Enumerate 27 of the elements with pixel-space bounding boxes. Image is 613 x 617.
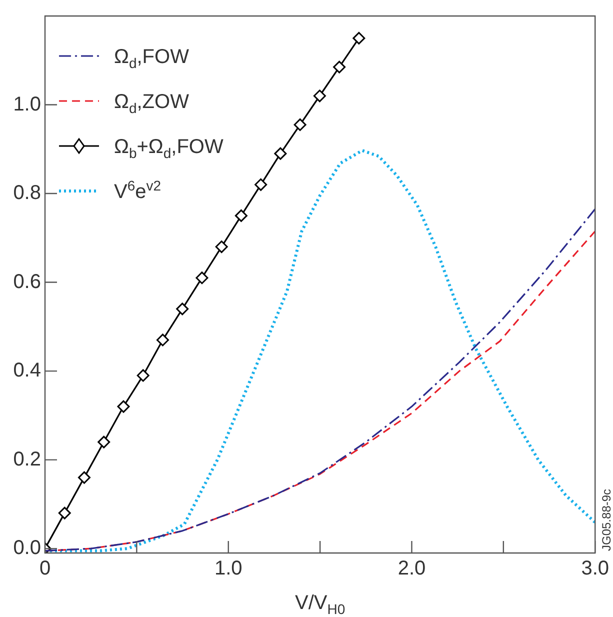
y-tick-label: 0.4 [13,360,41,382]
point [196,272,208,284]
y-tick-label: 0.8 [13,182,41,204]
y-tick-label: 1.0 [13,93,41,116]
point [313,90,326,102]
y-tick-label: 0.6 [13,270,41,293]
point [352,32,366,44]
point [156,334,169,346]
point [98,436,110,448]
point [117,400,130,413]
point [58,506,71,520]
point [176,302,189,316]
y-tick-label: 0.0 [13,537,41,560]
point [234,209,248,222]
point [78,471,90,484]
point [136,369,150,382]
x-tick-label: 1.0 [214,558,242,580]
point [274,147,287,160]
x-tick-label: 2.0 [398,558,426,580]
y-tick-label: 0.2 [13,448,41,470]
text: JG05.88-9c [599,488,613,551]
point [254,178,268,191]
x-tick-label: 3.0 [581,558,610,580]
point [215,240,228,254]
point [294,118,306,131]
x-tick-label: 0 [39,558,51,580]
point [333,60,346,74]
